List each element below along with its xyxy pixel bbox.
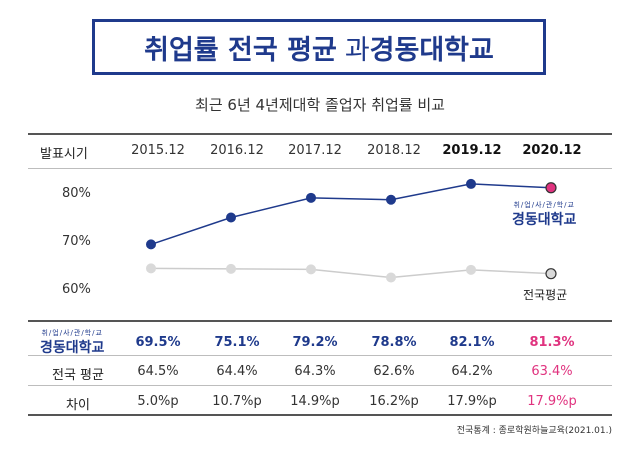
y-tick-80: 80% (62, 186, 91, 201)
school-point-2016.12 (226, 212, 236, 223)
diff-2017: 14.9%p (290, 394, 340, 409)
y-tick-60: 60% (62, 282, 91, 297)
header-top-divider (28, 133, 612, 135)
table-top-divider (28, 320, 612, 322)
national-rate-2020: 63.4% (531, 364, 573, 379)
national-point-2016.12 (226, 263, 236, 274)
school-rate-2020: 81.3% (529, 335, 575, 350)
school-rate-2019: 82.1% (449, 335, 495, 350)
diff-row-label: 차이 (66, 398, 90, 413)
school-rate-2015: 69.5% (135, 335, 181, 350)
national-row-label: 전국 평균 (52, 368, 104, 383)
school-rate-2018: 78.8% (371, 335, 417, 350)
diff-2015: 5.0%p (137, 394, 179, 409)
title-part1: 취업률 전국 평균 (144, 34, 337, 66)
subtitle: 최근 6년 4년제대학 졸업자 취업률 비교 (195, 96, 445, 114)
row-logo-tagline: 취/업/사/관/학/교 (41, 329, 103, 337)
school-point-2020.12 (545, 182, 557, 194)
national-series-line (150, 267, 552, 279)
diff-2018: 16.2%p (369, 394, 419, 409)
national-point-2017.12 (306, 264, 316, 275)
title-part3: 경동대학교 (369, 34, 494, 66)
school-point-2018.12 (386, 194, 396, 205)
national-rate-2018: 62.6% (373, 364, 415, 379)
logo-name: 경동대학교 (512, 212, 577, 228)
national-rate-2019: 64.2% (451, 364, 493, 379)
period-label-2019: 2019.12 (442, 143, 502, 158)
national-point-2020.12 (545, 268, 557, 280)
diff-2020: 17.9%p (527, 394, 577, 409)
school-rate-2016: 75.1% (214, 335, 260, 350)
period-label-2015: 2015.12 (131, 143, 185, 158)
national-point-2015.12 (146, 263, 156, 274)
diff-2019: 17.9%p (447, 394, 497, 409)
title-box: 취업률 전국 평균 과 경동대학교 (92, 19, 546, 75)
table-bottom-divider (28, 414, 612, 416)
national-series-label: 전국평균 (523, 288, 568, 302)
school-series-line (150, 183, 552, 246)
title-part2: 과 (344, 34, 370, 66)
school-point-2015.12 (146, 239, 156, 250)
row-school-logo: 취/업/사/관/학/교 경동대학교 (40, 328, 104, 357)
national-rate-2015: 64.5% (137, 364, 179, 379)
header-label: 발표시기 (40, 147, 88, 162)
period-label-2016: 2016.12 (210, 143, 264, 158)
table-row-divider-1 (28, 355, 612, 356)
school-point-2019.12 (466, 178, 476, 189)
logo-tagline: 취/업/사/관/학/교 (513, 201, 575, 209)
period-label-2017: 2017.12 (288, 143, 342, 158)
national-rate-2016: 64.4% (216, 364, 258, 379)
source-footer: 전국통계 : 종로학원하늘교육(2021.01.) (456, 426, 612, 436)
period-label-2020: 2020.12 (522, 143, 582, 158)
school-point-2017.12 (306, 192, 316, 203)
y-tick-70: 70% (62, 234, 91, 249)
school-rate-2017: 79.2% (292, 335, 338, 350)
header-bottom-divider (28, 168, 612, 169)
diff-2016: 10.7%p (212, 394, 262, 409)
national-rate-2017: 64.3% (294, 364, 336, 379)
chart-school-logo: 취/업/사/관/학/교 경동대학교 (512, 200, 576, 229)
national-point-2019.12 (466, 264, 476, 275)
row-logo-name: 경동대학교 (40, 340, 105, 356)
period-label-2018: 2018.12 (367, 143, 421, 158)
table-row-divider-2 (28, 385, 612, 386)
national-point-2018.12 (386, 272, 396, 283)
